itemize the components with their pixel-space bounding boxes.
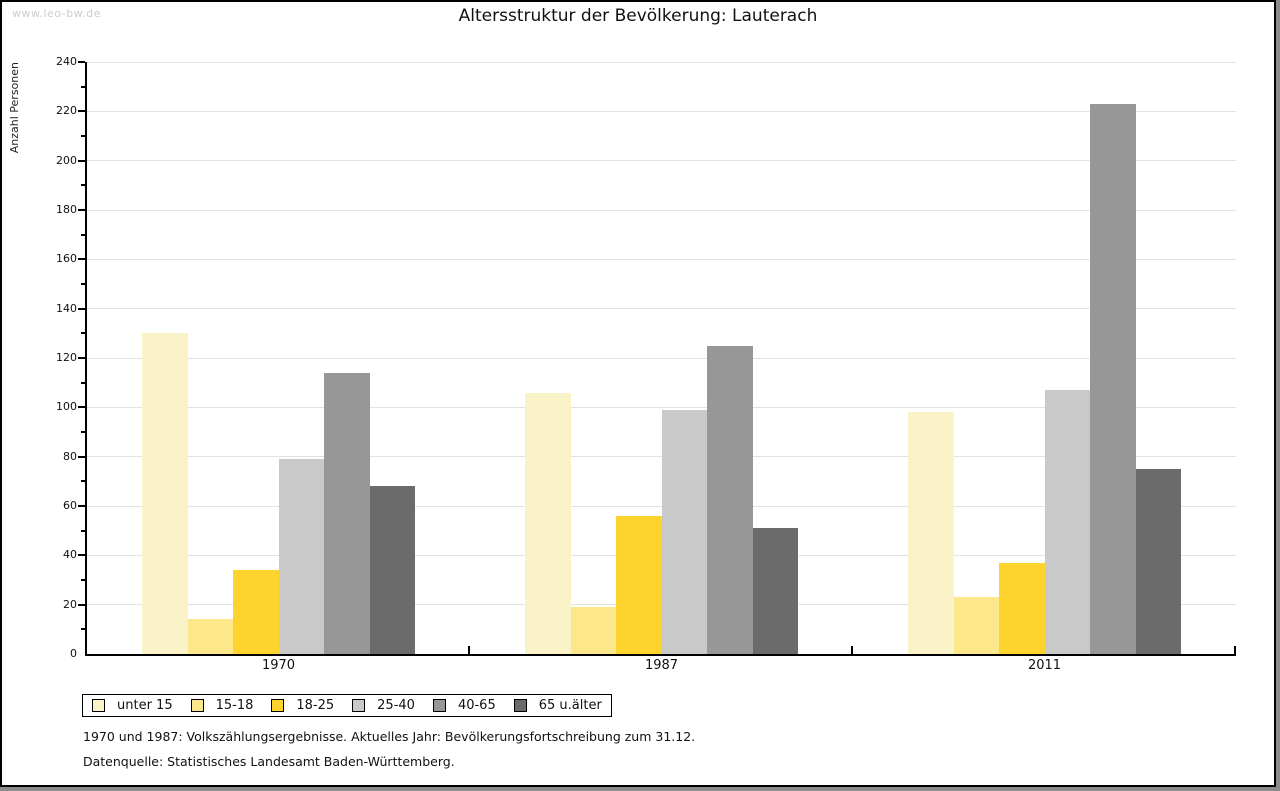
y-tick-label: 160 <box>56 252 77 266</box>
y-tick-major-80 <box>78 455 85 458</box>
legend-label: unter 15 <box>117 698 173 713</box>
legend-label: 18-25 <box>296 698 335 713</box>
y-tick-label: 140 <box>56 301 77 315</box>
y-tick-label: 100 <box>56 400 77 414</box>
y-tick-minor-150 <box>81 283 85 285</box>
footnote-data-source: Datenquelle: Statistisches Landesamt Bad… <box>83 754 455 769</box>
chart-title: Altersstruktur der Bevölkerung: Lauterac… <box>458 6 818 26</box>
legend-label: 15-18 <box>215 698 254 713</box>
x-tick-1 <box>468 646 470 654</box>
watermark: www.leo-bw.de <box>12 7 101 20</box>
gridline-y-180 <box>87 209 1236 211</box>
bar-2011-18-25 <box>999 562 1045 654</box>
y-tick-minor-70 <box>81 480 85 483</box>
legend-entry-65-u.älter: 65 u.älter <box>513 698 602 713</box>
bar-1987-15-18 <box>570 607 616 654</box>
bar-2011-40-65 <box>1090 103 1136 654</box>
y-tick-minor-130 <box>81 332 85 335</box>
gridline-y-120 <box>87 357 1236 359</box>
y-tick-label: 200 <box>56 153 77 167</box>
y-tick-major-200 <box>78 159 85 162</box>
gridline-y-140 <box>87 308 1236 310</box>
y-tick-major-240 <box>78 61 85 63</box>
y-tick-minor-10 <box>81 628 85 631</box>
y-tick-major-140 <box>78 307 85 310</box>
legend-entry-15-18: 15-18 <box>190 698 254 713</box>
y-tick-label: 0 <box>70 647 77 660</box>
bar-1970-18-25 <box>233 570 279 654</box>
y-tick-label: 60 <box>63 499 77 512</box>
y-tick-major-180 <box>78 209 85 211</box>
bar-1987-unter-15 <box>525 392 571 654</box>
legend-label: 40-65 <box>457 698 496 713</box>
bar-2011-65-u.älter <box>1135 469 1181 654</box>
y-tick-major-40 <box>78 554 85 557</box>
y-tick-label: 180 <box>56 203 77 216</box>
legend-swatch-icon <box>92 699 105 712</box>
plot-area: 20 40 60 80 100 120 140 160 180 200 220 240 0 1970 198… <box>56 55 1236 673</box>
gridline-y-220 <box>87 110 1236 112</box>
y-tick-minor-110 <box>81 381 85 384</box>
y-tick-label: 20 <box>63 597 77 611</box>
footnote-source-years: 1970 und 1987: Volkszählungsergebnisse. … <box>83 729 696 744</box>
bar-2011-15-18 <box>953 597 999 654</box>
y-tick-major-160 <box>78 258 85 261</box>
bar-1970-15-18 <box>187 619 233 654</box>
x-category-label-1970: 1970 <box>261 658 296 673</box>
y-tick-label: 240 <box>56 55 77 68</box>
y-tick-minor-90 <box>81 431 85 433</box>
legend: unter 15 15-18 18-25 25-40 40-65 65 u.älter <box>82 694 612 717</box>
y-tick-major-220 <box>78 110 85 113</box>
bar-1970-65-u.älter <box>369 486 415 654</box>
bar-2011-25-40 <box>1044 390 1090 654</box>
gridline-y-100 <box>87 406 1236 408</box>
legend-label: 65 u.älter <box>538 698 602 713</box>
y-tick-minor-230 <box>81 85 85 88</box>
legend-entry-unter-15: unter 15 <box>92 698 173 713</box>
y-tick-label: 120 <box>56 351 77 364</box>
y-tick-major-120 <box>78 357 85 359</box>
gridline-y-240 <box>87 61 1236 63</box>
bar-1970-40-65 <box>324 372 370 654</box>
bar-1987-18-25 <box>616 515 662 654</box>
legend-entry-25-40: 25-40 <box>352 698 415 713</box>
bar-1970-25-40 <box>278 459 324 654</box>
bar-1987-65-u.älter <box>752 528 798 654</box>
x-category-label-2011: 2011 <box>1027 658 1062 673</box>
y-tick-major-100 <box>78 406 85 409</box>
legend-entry-40-65: 40-65 <box>432 698 496 713</box>
gridline-y-200 <box>87 160 1236 162</box>
legend-swatch-icon <box>513 699 527 712</box>
x-tick-3 <box>1234 646 1236 654</box>
y-tick-minor-50 <box>81 529 85 532</box>
x-category-label-1987: 1987 <box>644 658 679 673</box>
bar-2011-unter-15 <box>908 412 954 654</box>
legend-label: 25-40 <box>377 698 415 713</box>
y-tick-label: 220 <box>56 104 77 118</box>
y-axis-label: Anzahl Personen <box>8 62 21 154</box>
y-tick-major-20 <box>78 603 85 606</box>
y-tick-minor-190 <box>81 184 85 187</box>
y-tick-minor-30 <box>81 579 85 581</box>
gridline-y-160 <box>87 258 1236 260</box>
y-tick-label: 80 <box>63 449 77 463</box>
y-tick-label: 40 <box>63 548 77 562</box>
bar-1987-25-40 <box>661 409 707 654</box>
y-tick-minor-170 <box>81 233 85 236</box>
y-tick-major-60 <box>78 505 85 507</box>
x-tick-2 <box>851 646 853 654</box>
legend-swatch-icon <box>352 699 366 712</box>
legend-swatch-icon <box>190 699 204 712</box>
legend-entry-18-25: 18-25 <box>271 698 334 713</box>
legend-swatch-icon <box>271 699 285 712</box>
bar-1970-unter-15 <box>142 333 188 654</box>
bar-1987-40-65 <box>707 345 753 654</box>
y-tick-minor-210 <box>81 135 85 137</box>
legend-swatch-icon <box>432 699 446 712</box>
